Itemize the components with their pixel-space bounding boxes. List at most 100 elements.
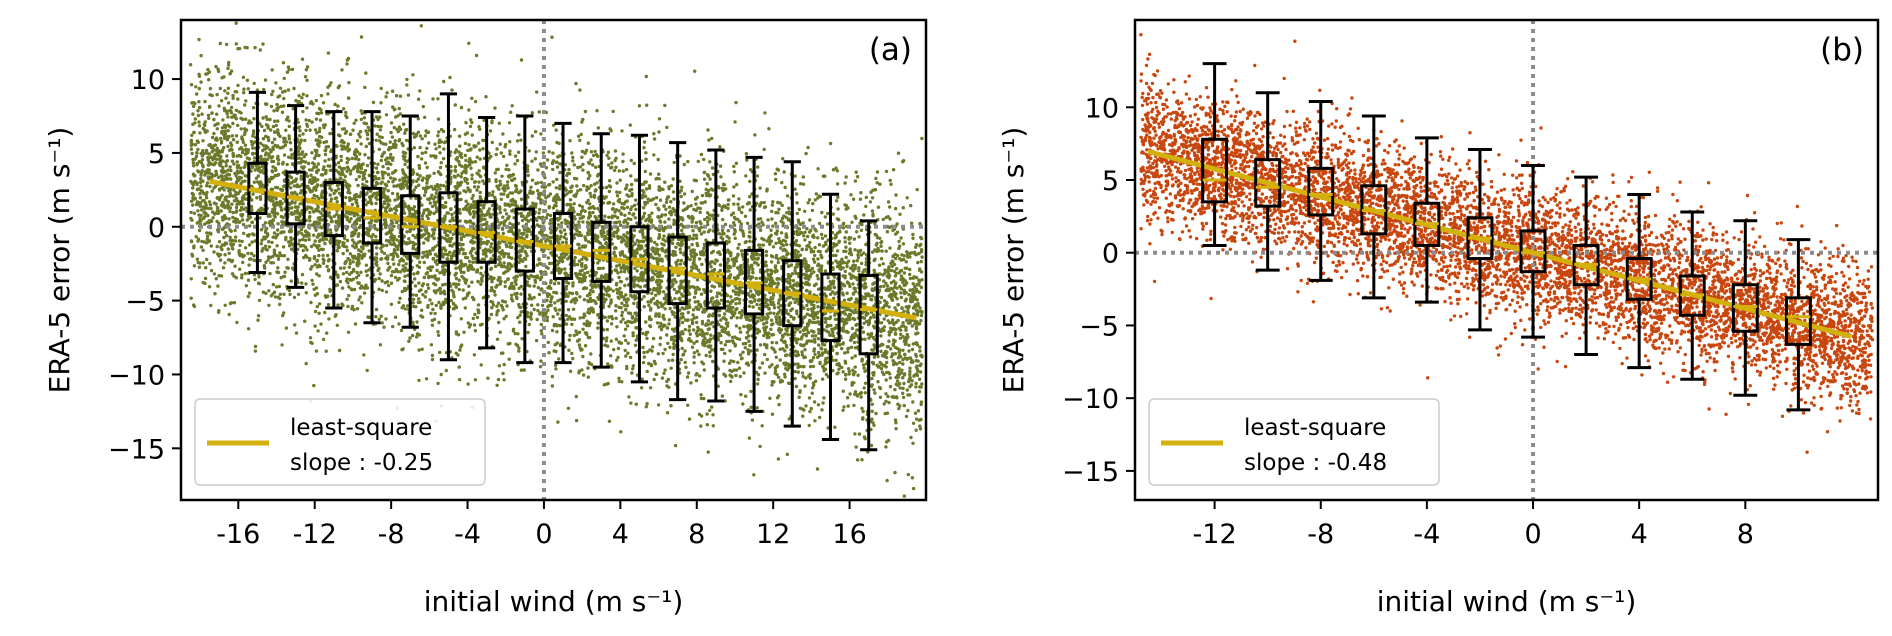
scatter-point bbox=[379, 124, 383, 129]
scatter-point bbox=[884, 249, 888, 253]
scatter-point bbox=[635, 178, 639, 183]
scatter-point bbox=[695, 339, 699, 344]
scatter-point bbox=[882, 402, 886, 406]
scatter-point bbox=[884, 399, 888, 403]
scatter-point bbox=[431, 256, 435, 261]
scatter-point bbox=[442, 147, 446, 151]
scatter-point bbox=[197, 37, 201, 42]
scatter-point bbox=[420, 203, 424, 207]
scatter-point bbox=[449, 256, 454, 260]
scatter-point bbox=[537, 110, 541, 114]
scatter-point bbox=[444, 200, 448, 205]
scatter-point bbox=[193, 143, 198, 147]
scatter-point bbox=[227, 312, 231, 317]
scatter-point bbox=[235, 320, 239, 325]
scatter-point bbox=[823, 269, 828, 273]
scatter-point bbox=[262, 87, 266, 92]
scatter-point bbox=[226, 200, 231, 204]
scatter-point bbox=[479, 363, 483, 367]
scatter-point bbox=[710, 166, 715, 170]
scatter-point bbox=[907, 343, 911, 347]
scatter-point bbox=[893, 252, 897, 256]
scatter-point bbox=[835, 182, 840, 186]
scatter-point bbox=[323, 241, 327, 246]
scatter-point bbox=[378, 272, 382, 276]
scatter-point bbox=[577, 246, 581, 251]
scatter-point bbox=[481, 206, 486, 210]
scatter-point bbox=[904, 260, 908, 264]
scatter-point bbox=[800, 350, 804, 354]
scatter-point bbox=[602, 237, 607, 241]
scatter-point bbox=[853, 432, 857, 436]
scatter-point bbox=[770, 217, 774, 221]
scatter-point bbox=[893, 331, 898, 336]
scatter-point bbox=[208, 203, 213, 207]
scatter-point bbox=[365, 286, 370, 290]
scatter-point bbox=[905, 388, 909, 392]
scatter-point bbox=[283, 270, 287, 274]
scatter-point bbox=[831, 290, 835, 294]
scatter-point bbox=[346, 142, 350, 146]
scatter-point bbox=[505, 183, 509, 188]
scatter-point bbox=[223, 303, 227, 307]
scatter-point bbox=[765, 346, 769, 350]
scatter-point bbox=[854, 170, 858, 174]
scatter-point bbox=[706, 319, 711, 323]
scatter-point bbox=[842, 284, 847, 288]
scatter-point bbox=[719, 341, 723, 345]
scatter-point bbox=[433, 203, 437, 207]
scatter-point bbox=[207, 105, 212, 109]
scatter-point bbox=[193, 117, 197, 121]
scatter-point bbox=[432, 231, 436, 235]
scatter-point bbox=[633, 241, 637, 246]
scatter-point bbox=[550, 374, 555, 379]
scatter-point bbox=[540, 303, 545, 308]
scatter-point bbox=[698, 210, 702, 215]
scatter-point bbox=[223, 253, 227, 257]
scatter-point bbox=[551, 151, 555, 155]
scatter-point bbox=[584, 331, 589, 335]
scatter-point bbox=[909, 221, 914, 225]
scatter-point bbox=[618, 279, 623, 284]
scatter-point bbox=[459, 345, 463, 349]
scatter-point bbox=[254, 176, 259, 180]
scatter-point bbox=[769, 228, 773, 232]
scatter-point bbox=[646, 300, 650, 304]
scatter-point bbox=[337, 348, 342, 353]
scatter-point bbox=[545, 318, 549, 323]
scatter-point bbox=[440, 196, 444, 200]
scatter-point bbox=[843, 269, 847, 274]
scatter-point bbox=[323, 123, 327, 127]
scatter-point bbox=[404, 138, 409, 143]
scatter-point bbox=[385, 156, 389, 160]
scatter-point bbox=[890, 328, 894, 332]
scatter-point bbox=[386, 283, 391, 288]
scatter-point bbox=[586, 176, 591, 181]
scatter-point bbox=[851, 197, 856, 201]
scatter-point bbox=[226, 129, 230, 133]
scatter-point bbox=[878, 285, 883, 289]
scatter-point bbox=[780, 216, 785, 221]
scatter-point bbox=[240, 273, 244, 277]
scatter-point bbox=[382, 150, 386, 155]
scatter-point bbox=[357, 281, 361, 285]
scatter-point bbox=[454, 285, 458, 289]
scatter-point bbox=[872, 343, 876, 347]
scatter-point bbox=[415, 335, 419, 339]
scatter-point bbox=[796, 250, 800, 254]
scatter-point bbox=[721, 237, 725, 241]
scatter-point bbox=[452, 127, 457, 132]
scatter-point bbox=[276, 232, 280, 237]
scatter-point bbox=[360, 111, 364, 116]
scatter-point bbox=[629, 174, 633, 178]
scatter-point bbox=[576, 165, 580, 170]
scatter-point bbox=[771, 332, 775, 337]
scatter-point bbox=[807, 198, 812, 202]
scatter-point bbox=[510, 256, 514, 260]
scatter-point bbox=[732, 221, 736, 225]
scatter-point bbox=[487, 156, 492, 160]
scatter-point bbox=[398, 94, 403, 98]
scatter-point bbox=[721, 231, 725, 236]
scatter-point bbox=[336, 85, 340, 90]
scatter-point bbox=[237, 220, 242, 224]
